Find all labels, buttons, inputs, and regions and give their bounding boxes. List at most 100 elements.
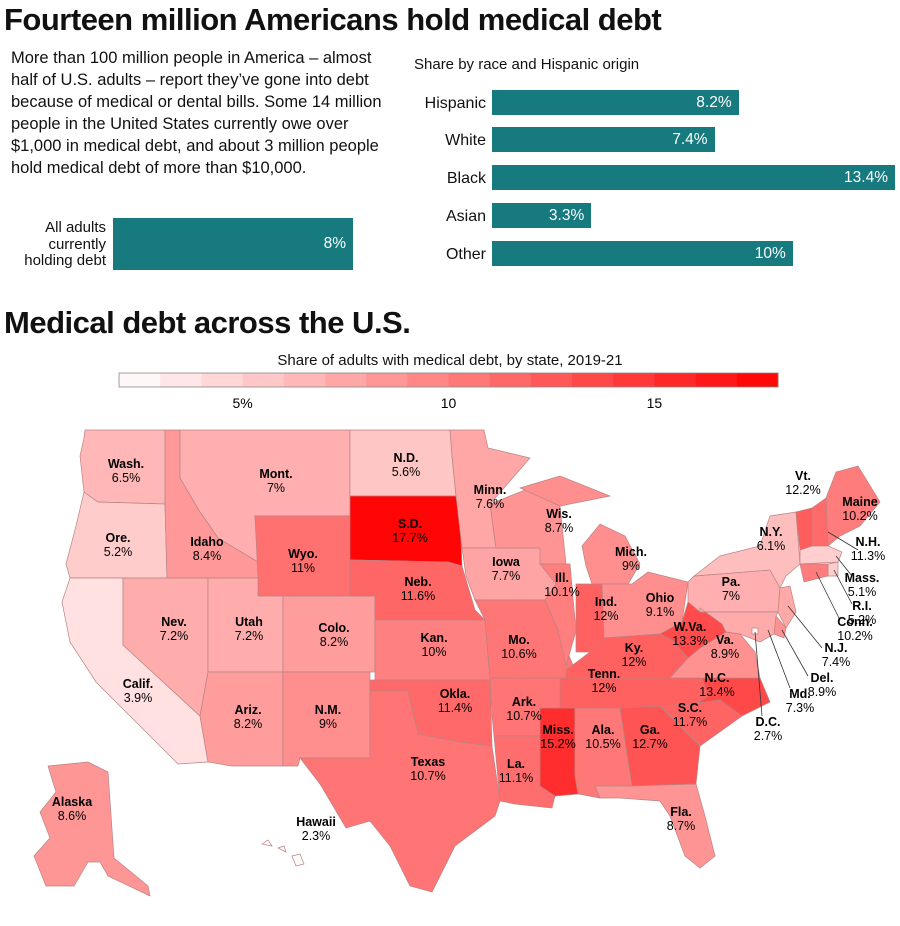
- intro-text: More than 100 million people in America …: [11, 49, 382, 177]
- bar-label-asian: Asian: [445, 208, 486, 225]
- state-value-s-d: 17.7%: [392, 531, 427, 545]
- state-name-ill: Ill.: [555, 571, 569, 585]
- state-value-ill: 10.1%: [544, 585, 579, 599]
- scale-swatch: [407, 373, 449, 387]
- state-value-d-c: 2.7%: [754, 729, 783, 743]
- bar-hispanic: 8.2%: [492, 90, 739, 115]
- bar-white: 7.4%: [492, 127, 715, 152]
- state-name-tenn: Tenn.: [588, 667, 620, 681]
- state-name-md: Md.: [789, 687, 811, 701]
- state-name-pa: Pa.: [722, 575, 741, 589]
- state-value-ariz: 8.2%: [234, 717, 263, 731]
- map-section-title: Medical debt across the U.S.: [4, 305, 411, 340]
- leader-n-h: [827, 531, 859, 551]
- state-name-r-i: R.I.: [852, 599, 871, 613]
- state-value-wyo: 11%: [291, 561, 315, 575]
- state-value-ark: 10.7%: [506, 709, 541, 723]
- scale-swatch: [448, 373, 491, 387]
- state-md: [699, 607, 779, 643]
- state-name-n-d: N.D.: [394, 451, 419, 465]
- state-value-r-i: 5.2%: [848, 613, 877, 627]
- state-value-del: 8.9%: [808, 685, 837, 699]
- state-name-idaho: Idaho: [190, 535, 224, 549]
- us-choropleth-map: Wash.6.5%Ore.5.2%Calif.3.9%Idaho8.4%Nev.…: [33, 429, 885, 897]
- scale-tick-label: 5%: [232, 395, 252, 411]
- map-subtitle: Share of adults with medical debt, by st…: [277, 352, 623, 369]
- state-name-n-c: N.C.: [705, 671, 730, 685]
- state-value-kan: 10%: [421, 645, 446, 659]
- state-value-va: 8.9%: [711, 647, 740, 661]
- state-value-s-c: 11.7%: [673, 715, 708, 729]
- state-n-h: [811, 497, 829, 547]
- state-d-c: [751, 627, 759, 635]
- bar-label-white: White: [445, 132, 486, 149]
- state-name-ohio: Ohio: [646, 591, 675, 605]
- state-name-alaska: Alaska: [52, 795, 93, 809]
- state-value-idaho: 8.4%: [193, 549, 222, 563]
- state-name-vt: Vt.: [795, 469, 811, 483]
- state-name-mich: Mich.: [615, 545, 647, 559]
- state-value-ind: 12%: [593, 609, 618, 623]
- scale-swatch: [736, 373, 779, 387]
- bar-value-white: 7.4%: [672, 131, 708, 148]
- state-name-s-d: S.D.: [398, 517, 422, 531]
- state-n-c: [689, 677, 771, 717]
- state-value-calif: 3.9%: [124, 691, 153, 705]
- state-value-wash: 6.5%: [112, 471, 141, 485]
- scale-swatch: [160, 373, 202, 387]
- state-alaska: [33, 761, 151, 897]
- state-value-alaska: 8.6%: [58, 809, 87, 823]
- state-value-okla: 11.4%: [438, 701, 473, 715]
- leader-r-i: [833, 569, 853, 605]
- state-name-la: La.: [507, 757, 525, 771]
- state-name-n-y: N.Y.: [760, 525, 783, 539]
- leader-n-j: [787, 605, 823, 649]
- leader-d-c: [754, 631, 763, 717]
- state-name-calif: Calif.: [123, 677, 154, 691]
- state-name-ind: Ind.: [595, 595, 617, 609]
- state-value-ohio: 9.1%: [646, 605, 675, 619]
- state-name-del: Del.: [811, 671, 834, 685]
- scale-swatch: [366, 373, 408, 387]
- state-name-fla: Fla.: [670, 805, 692, 819]
- bar-value-black: 13.4%: [844, 169, 888, 186]
- state-value-n-y: 6.1%: [757, 539, 786, 553]
- scale-swatch: [242, 373, 285, 387]
- state-name-minn: Minn.: [474, 483, 507, 497]
- state-value-md: 7.3%: [786, 701, 815, 715]
- scale-swatch: [119, 373, 161, 387]
- state-mass: [799, 545, 843, 565]
- state-value-fla: 8.7%: [667, 819, 696, 833]
- scale-swatch: [613, 373, 655, 387]
- state-value-n-c: 13.4%: [699, 685, 734, 699]
- state-value-tenn: 12%: [591, 681, 616, 695]
- state-value-n-m: 9%: [319, 717, 337, 731]
- leader-conn: [815, 571, 841, 621]
- state-value-minn: 7.6%: [476, 497, 505, 511]
- state-name-mass: Mass.: [845, 571, 880, 585]
- state-name-s-c: S.C.: [678, 701, 702, 715]
- state-value-mass: 5.1%: [848, 585, 877, 599]
- state-name-ky: Ky.: [625, 641, 644, 655]
- state-name-okla: Okla.: [440, 687, 471, 701]
- bar-label-hispanic: Hispanic: [424, 95, 486, 112]
- leader-mass: [835, 555, 853, 577]
- state-value-ga: 12.7%: [632, 737, 667, 751]
- state-value-nev: 7.2%: [160, 629, 189, 643]
- bar-label-black: Black: [446, 170, 486, 187]
- bar-asian: 3.3%: [492, 203, 592, 228]
- bar-other: 10%: [492, 241, 793, 266]
- state-name-kan: Kan.: [420, 631, 447, 645]
- page-title: Fourteen million Americans hold medical …: [4, 2, 662, 37]
- state-value-la: 11.1%: [499, 771, 534, 785]
- state-miss: [539, 707, 579, 797]
- state-fla: [594, 783, 716, 869]
- state-value-neb: 11.6%: [401, 589, 436, 603]
- state-n-y: [692, 511, 801, 589]
- scale-tick-label: 15: [647, 395, 663, 411]
- leader-md: [767, 629, 791, 689]
- scale-swatch: [530, 373, 573, 387]
- state-name-wyo: Wyo.: [288, 547, 318, 561]
- scale-swatch: [324, 373, 367, 387]
- state-value-pa: 7%: [722, 589, 740, 603]
